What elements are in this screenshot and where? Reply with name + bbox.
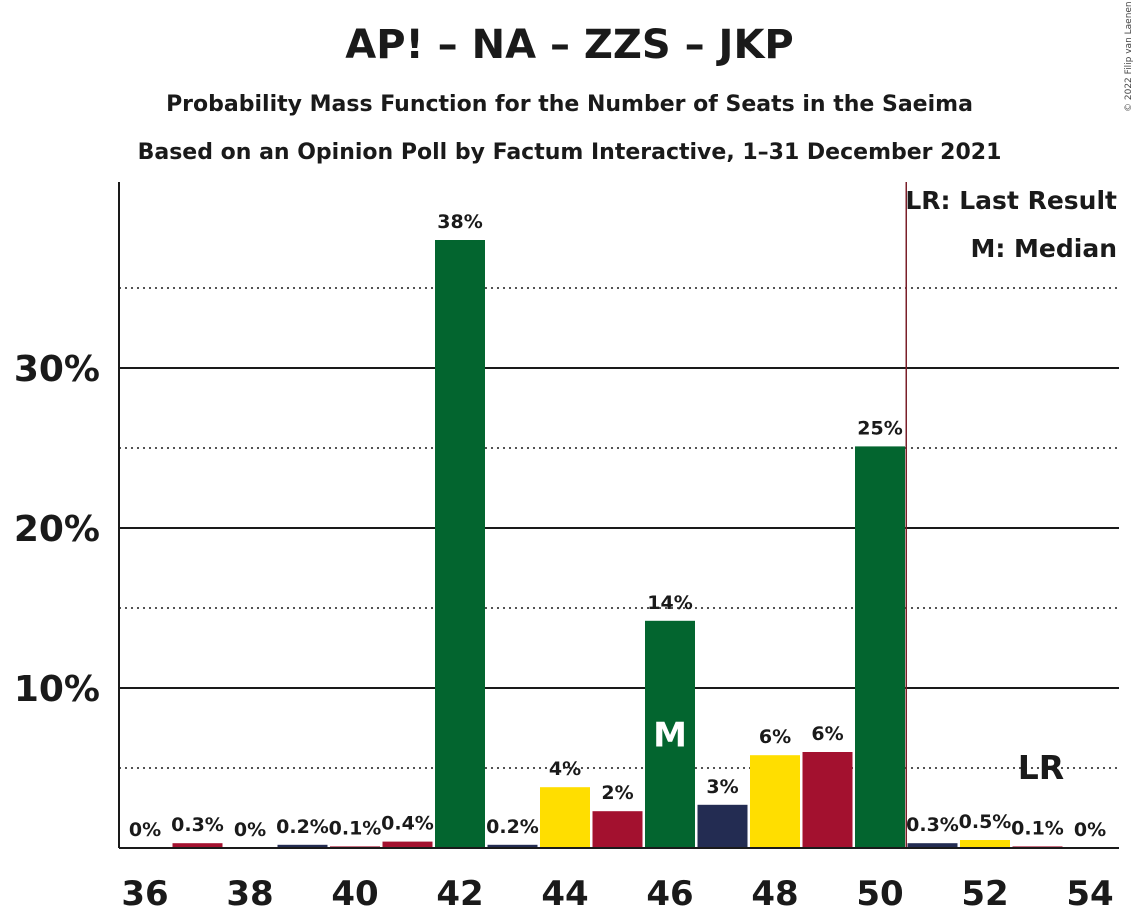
bar-seat-46 [645, 620, 695, 848]
bar-seat-48 [750, 755, 800, 848]
bar-value-label: 4% [549, 758, 581, 780]
bar-value-label: 0.3% [171, 814, 224, 836]
x-tick-label: 40 [331, 874, 378, 914]
bar-seat-51 [907, 843, 958, 848]
bar-value-label: 2% [601, 782, 633, 804]
bar-seat-44 [540, 787, 590, 848]
gridlines [119, 287, 1119, 769]
x-tick-label: 38 [226, 874, 273, 914]
bar-seat-47 [697, 804, 748, 848]
bars [172, 182, 1063, 848]
bar-seat-45 [592, 811, 643, 848]
x-tick-label: 48 [751, 874, 798, 914]
bar-seat-42 [435, 240, 485, 848]
bar-value-label: 0.2% [486, 816, 539, 838]
chart-subtitle-source: Based on an Opinion Poll by Factum Inter… [137, 140, 1002, 165]
bar-seat-52 [960, 840, 1010, 848]
x-tick-label: 46 [646, 874, 693, 914]
x-tick-label: 36 [121, 874, 168, 914]
bar-labels: 0% 0.3% 0% 0.2% 0.1% 0.4%38%0.2%4%2%14%3%6% 6%… [129, 211, 1106, 841]
bar-value-label: 0% [1074, 819, 1106, 841]
bar-value-label: 0.3% [906, 814, 959, 836]
bar-value-label: 38% [437, 211, 482, 233]
bar-value-label: 6% [759, 726, 791, 748]
bar-value-label: 0% [234, 819, 266, 841]
bar-value-label: 0.1% [329, 817, 382, 839]
bar-value-label: 3% [706, 776, 738, 798]
x-tick-label: 54 [1066, 874, 1113, 914]
bar-seat-43 [487, 844, 538, 848]
bar-value-label: 14% [647, 592, 692, 614]
y-tick-label: 30% [14, 349, 100, 390]
y-tick-label: 20% [14, 509, 100, 550]
x-tick-label: 50 [856, 874, 903, 914]
bar-value-label: 0.1% [1011, 817, 1064, 839]
bar-seat-50 [855, 446, 905, 848]
median-marker: M [653, 715, 687, 755]
bar-value-label: 25% [857, 417, 902, 439]
bar-value-label: 0.2% [276, 816, 329, 838]
x-tick-label: 44 [541, 874, 588, 914]
bar-value-label: 0.4% [381, 813, 434, 835]
bar-value-label: 0% [129, 819, 161, 841]
chart-title: AP! – NA – ZZS – JKP [345, 22, 794, 68]
legend-last-result: LR: Last Result [905, 186, 1117, 215]
x-tick-label: 52 [961, 874, 1008, 914]
bar-seat-49 [802, 752, 853, 848]
bar-value-label: 6% [811, 723, 843, 745]
axes: 10% 20% 30% 36 38 40 42 44 46 48 50 52 54 [14, 182, 1119, 914]
bar-seat-41 [382, 841, 433, 848]
legend-median: M: Median [970, 234, 1117, 263]
bar-seat-37 [172, 843, 223, 848]
x-tick-label: 42 [436, 874, 483, 914]
last-result-marker: LR [1018, 748, 1064, 787]
bar-value-label: 0.5% [959, 811, 1012, 833]
bar-seat-39 [277, 844, 328, 848]
legend: LR: Last Result M: Median [905, 186, 1117, 263]
y-tick-label: 10% [14, 669, 100, 710]
chart-subtitle: Probability Mass Function for the Number… [166, 92, 973, 117]
